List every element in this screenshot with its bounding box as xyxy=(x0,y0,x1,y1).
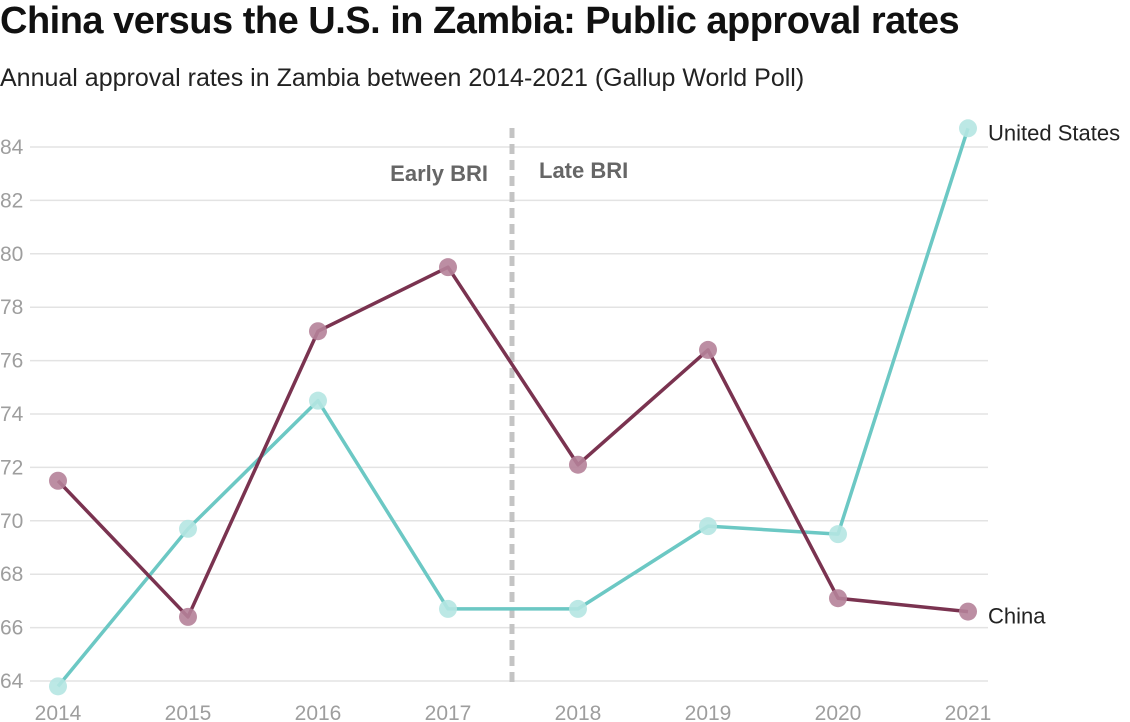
y-tick-label-72: 72 xyxy=(0,456,23,479)
grid-layer: 64 66 68 70 72 74 76 78 80 82 84 2014 2015 2016 2017 20… xyxy=(0,136,991,722)
x-tick-label-2020: 2020 xyxy=(815,702,862,722)
chart-subtitle: Annual approval rates in Zambia between … xyxy=(0,64,805,92)
y-tick-label-78: 78 xyxy=(0,296,23,319)
data-point-united-states-2014 xyxy=(49,677,67,696)
x-tick-label-2015: 2015 xyxy=(165,702,212,722)
y-tick-label-80: 80 xyxy=(0,243,23,266)
label-layer: United States China xyxy=(988,120,1120,628)
data-point-china-2021 xyxy=(959,602,977,621)
data-point-china-2018 xyxy=(569,455,587,474)
data-point-china-2019 xyxy=(699,340,717,359)
series-label-united-states: United States xyxy=(988,120,1120,145)
data-point-united-states-2015 xyxy=(179,519,197,538)
early-bri-label: Early BRI xyxy=(390,161,488,186)
series-label-china: China xyxy=(988,604,1046,629)
x-tick-label-2018: 2018 xyxy=(555,702,602,722)
marker-layer xyxy=(49,119,977,696)
chart-title: China versus the U.S. in Zambia: Public … xyxy=(0,0,960,42)
x-tick-label-2021: 2021 xyxy=(945,702,992,722)
data-point-china-2016 xyxy=(309,322,327,341)
data-point-united-states-2019 xyxy=(699,517,717,536)
data-point-united-states-2020 xyxy=(829,525,847,544)
x-tick-label-2019: 2019 xyxy=(685,702,732,722)
data-point-china-2014 xyxy=(49,471,67,490)
data-point-united-states-2016 xyxy=(309,391,327,410)
y-tick-label-82: 82 xyxy=(0,189,23,212)
x-tick-label-2014: 2014 xyxy=(35,702,82,722)
data-point-china-2017 xyxy=(439,258,457,277)
y-tick-label-70: 70 xyxy=(0,510,23,533)
series-line-china xyxy=(56,265,969,619)
series-line-united-states xyxy=(56,127,970,688)
data-point-united-states-2018 xyxy=(569,599,587,618)
late-bri-label: Late BRI xyxy=(539,158,628,183)
data-point-united-states-2021 xyxy=(959,119,977,138)
data-point-china-2015 xyxy=(179,607,197,626)
x-tick-label-2016: 2016 xyxy=(295,702,342,722)
data-point-united-states-2017 xyxy=(439,599,457,618)
y-tick-label-76: 76 xyxy=(0,350,23,373)
x-tick-label-2017: 2017 xyxy=(425,702,472,722)
y-tick-label-84: 84 xyxy=(0,136,24,159)
line-layer xyxy=(56,127,970,688)
y-tick-label-68: 68 xyxy=(0,563,23,586)
y-tick-label-64: 64 xyxy=(0,670,24,693)
data-point-china-2020 xyxy=(829,589,847,608)
y-tick-label-66: 66 xyxy=(0,617,23,640)
y-tick-label-74: 74 xyxy=(0,403,24,426)
divider-layer: Early BRI Late BRI xyxy=(390,128,628,688)
